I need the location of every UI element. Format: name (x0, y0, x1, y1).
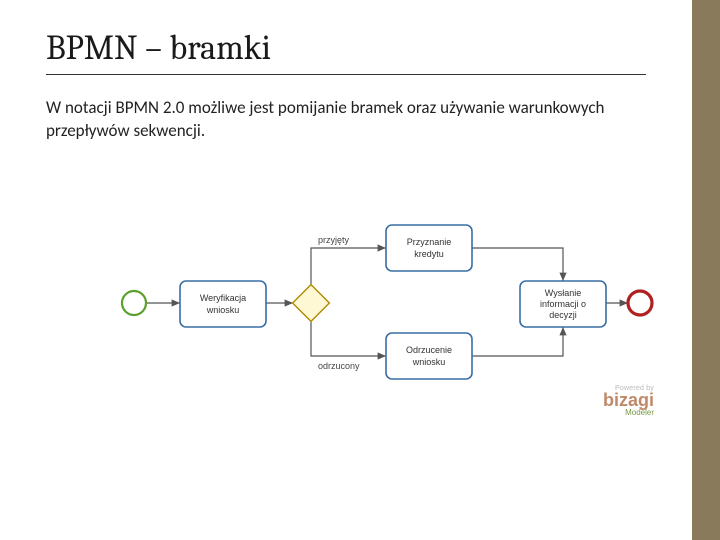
flow-grant-send (472, 248, 563, 281)
slide-body: W notacji BPMN 2.0 możliwe jest pomijani… (46, 97, 646, 143)
flow-gate-reject (311, 321, 386, 356)
bpmn-svg: przyjęty odrzucony Weryfikacja wniosku P… (106, 183, 666, 423)
task-verify-label1: Weryfikacja (200, 293, 246, 303)
watermark-brand: bizagi (603, 392, 654, 408)
task-send-label1: Wysłanie (545, 288, 581, 298)
flow-gate-grant (311, 248, 386, 285)
edge-label-rejected: odrzucony (318, 361, 360, 371)
edge-label-accepted: przyjęty (318, 235, 350, 245)
flow-reject-send (472, 327, 563, 356)
end-event (628, 291, 652, 315)
task-reject-label2: wniosku (412, 357, 446, 367)
start-event (122, 291, 146, 315)
task-reject (386, 333, 472, 379)
task-grant-label1: Przyznanie (407, 237, 452, 247)
task-verify (180, 281, 266, 327)
task-reject-label1: Odrzucenie (406, 345, 452, 355)
task-verify-label2: wniosku (206, 305, 240, 315)
watermark: Powered by bizagi Modeler (603, 385, 654, 417)
task-grant-label2: kredytu (414, 249, 444, 259)
slide-title: BPMN – bramki (46, 28, 646, 75)
task-grant (386, 225, 472, 271)
accent-sidebar (692, 0, 720, 540)
task-send-label3: decyzji (549, 310, 577, 320)
gateway (293, 284, 330, 321)
bpmn-diagram: przyjęty odrzucony Weryfikacja wniosku P… (106, 183, 666, 423)
slide-content: BPMN – bramki W notacji BPMN 2.0 możliwe… (0, 0, 692, 423)
task-send-label2: informacji o (540, 299, 586, 309)
